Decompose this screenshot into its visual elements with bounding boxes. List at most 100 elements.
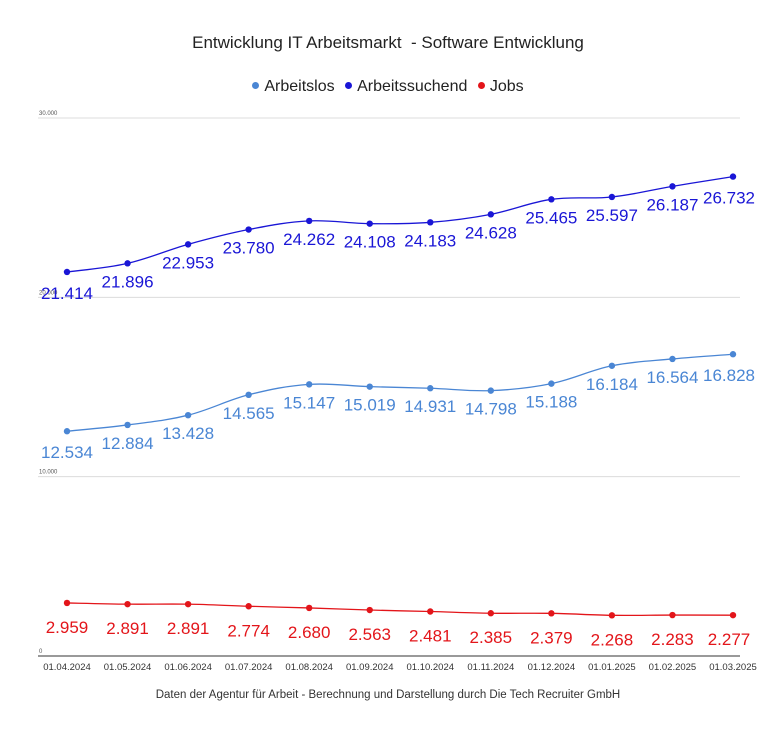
data-point-arbeitslos <box>305 381 313 388</box>
data-point-arbeitssuchend <box>366 220 373 227</box>
data-point-arbeitssuchend <box>245 226 252 233</box>
x-tick-label: 01.06.2024 <box>164 662 212 673</box>
x-tick-label: 01.10.2024 <box>406 662 454 673</box>
data-point-jobs <box>729 611 737 619</box>
data-point-arbeitssuchend <box>63 268 71 276</box>
series-line-arbeitslos <box>66 353 734 432</box>
data-label-arbeitssuchend: 21.414 <box>41 284 93 303</box>
y-tick-label: 30.000 <box>39 111 58 117</box>
data-point-jobs <box>548 610 555 617</box>
data-point-arbeitslos <box>124 421 131 429</box>
data-point-arbeitssuchend <box>124 260 131 267</box>
data-point-jobs <box>305 604 313 612</box>
x-tick-label: 01.01.2025 <box>588 662 636 673</box>
data-point-arbeitssuchend <box>487 211 495 218</box>
legend-label-arbeitslos: Arbeitslos <box>264 78 335 95</box>
x-tick-label: 01.04.2024 <box>43 662 91 673</box>
data-label-arbeitslos: 12.534 <box>41 443 93 462</box>
data-label-arbeitslos: 12.884 <box>102 434 154 453</box>
data-point-jobs <box>124 600 131 608</box>
data-label-arbeitslos: 13.428 <box>162 424 214 443</box>
data-label-arbeitslos: 16.184 <box>586 375 638 394</box>
data-point-jobs <box>184 600 192 608</box>
data-label-jobs: 2.385 <box>470 628 513 647</box>
data-label-jobs: 2.268 <box>591 630 634 649</box>
data-label-arbeitslos: 16.564 <box>646 368 698 387</box>
legend-marker-arbeitslos <box>252 82 260 90</box>
x-tick-label: 01.08.2024 <box>285 662 333 673</box>
data-point-arbeitslos <box>487 387 495 394</box>
data-point-arbeitssuchend <box>184 241 192 248</box>
legend-item-arbeitssuchend: Arbeitssuchend <box>345 78 467 96</box>
data-label-arbeitslos: 14.798 <box>465 400 517 419</box>
data-point-jobs <box>608 612 616 619</box>
data-label-arbeitssuchend: 26.732 <box>703 189 755 208</box>
data-point-arbeitssuchend <box>548 196 555 203</box>
data-label-arbeitssuchend: 26.187 <box>646 195 698 214</box>
data-label-jobs: 2.774 <box>227 621 270 640</box>
data-label-arbeitssuchend: 24.183 <box>404 231 456 250</box>
x-tick-label: 01.03.2025 <box>709 662 757 673</box>
data-point-arbeitssuchend <box>608 193 616 201</box>
y-tick-label: 20.000 <box>39 290 58 296</box>
data-label-arbeitssuchend: 24.262 <box>283 230 335 249</box>
chart-legend: Arbeitslos Arbeitssuchend Jobs <box>0 78 776 96</box>
data-point-jobs <box>669 611 676 619</box>
data-point-arbeitssuchend <box>305 217 313 225</box>
data-label-arbeitslos: 14.931 <box>404 397 456 416</box>
data-point-arbeitslos <box>608 362 616 369</box>
x-tick-label: 01.05.2024 <box>104 662 152 673</box>
data-label-arbeitslos: 16.828 <box>703 366 755 385</box>
data-label-arbeitslos: 15.019 <box>344 396 396 415</box>
data-point-jobs <box>427 608 434 615</box>
data-point-arbeitssuchend <box>669 183 676 190</box>
series-line-arbeitssuchend <box>66 175 734 273</box>
data-label-arbeitssuchend: 24.628 <box>465 223 517 242</box>
data-label-jobs: 2.563 <box>348 625 391 644</box>
series-line-jobs <box>66 602 734 617</box>
legend-item-arbeitslos: Arbeitslos <box>252 78 335 96</box>
data-label-jobs: 2.481 <box>409 627 452 646</box>
data-label-arbeitssuchend: 25.465 <box>525 208 577 227</box>
x-tick-label: 01.09.2024 <box>346 662 394 673</box>
data-label-arbeitslos: 15.147 <box>283 393 335 412</box>
data-point-jobs <box>487 610 495 617</box>
data-label-jobs: 2.379 <box>530 628 573 647</box>
legend-marker-jobs <box>477 82 485 90</box>
chart-title: Entwicklung IT Arbeitsmarkt - Software E… <box>192 33 584 52</box>
legend-item-jobs: Jobs <box>477 78 524 96</box>
data-point-arbeitslos <box>63 428 71 435</box>
data-point-arbeitslos <box>184 411 192 419</box>
data-label-arbeitslos: 15.188 <box>525 393 577 412</box>
data-label-jobs: 2.891 <box>167 619 210 638</box>
x-tick-label: 01.07.2024 <box>225 662 273 673</box>
data-point-arbeitslos <box>729 351 737 358</box>
data-label-arbeitssuchend: 25.597 <box>586 206 638 225</box>
data-point-arbeitssuchend <box>729 173 737 180</box>
data-label-arbeitssuchend: 24.108 <box>344 233 396 252</box>
data-point-jobs <box>245 603 252 610</box>
data-label-arbeitssuchend: 23.780 <box>223 239 275 258</box>
data-point-arbeitssuchend <box>427 219 434 226</box>
y-tick-label: 0 <box>39 649 43 655</box>
data-point-jobs <box>63 599 71 607</box>
x-tick-label: 01.11.2024 <box>467 662 514 673</box>
data-label-jobs: 2.680 <box>288 623 331 642</box>
data-label-jobs: 2.277 <box>708 630 751 649</box>
data-label-arbeitslos: 14.565 <box>223 404 275 423</box>
legend-label-arbeitssuchend: Arbeitssuchend <box>357 78 468 95</box>
data-label-jobs: 2.283 <box>651 630 694 649</box>
data-label-arbeitssuchend: 22.953 <box>162 253 214 272</box>
data-point-jobs <box>366 606 373 614</box>
data-point-arbeitslos <box>548 380 555 387</box>
x-tick-label: 01.02.2025 <box>649 662 697 673</box>
data-point-arbeitslos <box>669 355 676 363</box>
x-tick-label: 01.12.2024 <box>528 662 576 673</box>
chart-source-note: Daten der Agentur für Arbeit - Berechnun… <box>155 689 621 701</box>
data-label-jobs: 2.891 <box>106 619 149 638</box>
data-point-arbeitslos <box>366 383 373 390</box>
legend-marker-arbeitssuchend <box>345 82 353 90</box>
y-tick-label: 10.000 <box>39 470 58 476</box>
data-point-arbeitslos <box>245 391 252 399</box>
